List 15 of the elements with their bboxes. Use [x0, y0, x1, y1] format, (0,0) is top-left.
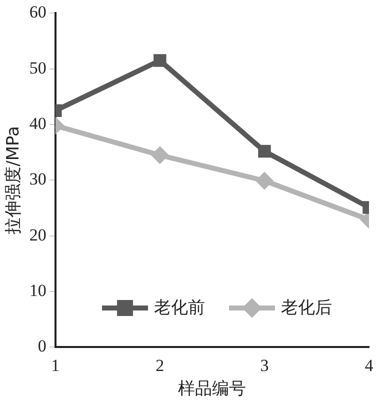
x-tick-label: 4 [364, 356, 374, 375]
y-tick-label: 20 [29, 225, 46, 244]
x-tick-label: 2 [156, 356, 164, 375]
y-tick-label: 0 [38, 336, 46, 356]
y-tick-label: 40 [29, 114, 46, 133]
y-axis-title: 拉伸强度/MPa [4, 126, 24, 234]
x-tick-label: 1 [51, 356, 60, 375]
y-tick-label: 60 [29, 2, 46, 22]
x-tick-label: 3 [260, 356, 269, 375]
x-axis-title: 样品编号 [178, 379, 246, 400]
legend-label: 老化后 [281, 297, 332, 319]
legend-label: 老化前 [154, 297, 205, 319]
y-tick-label: 10 [29, 281, 46, 300]
y-tick-label: 50 [29, 58, 46, 78]
y-tick-label: 30 [29, 170, 46, 189]
